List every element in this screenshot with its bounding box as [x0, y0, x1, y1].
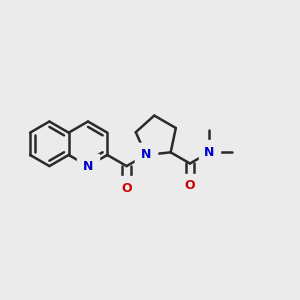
Text: N: N	[141, 148, 151, 161]
Text: N: N	[141, 148, 151, 161]
Text: N: N	[204, 146, 214, 159]
Text: O: O	[121, 182, 132, 195]
Text: O: O	[185, 179, 195, 192]
Text: N: N	[83, 160, 93, 172]
